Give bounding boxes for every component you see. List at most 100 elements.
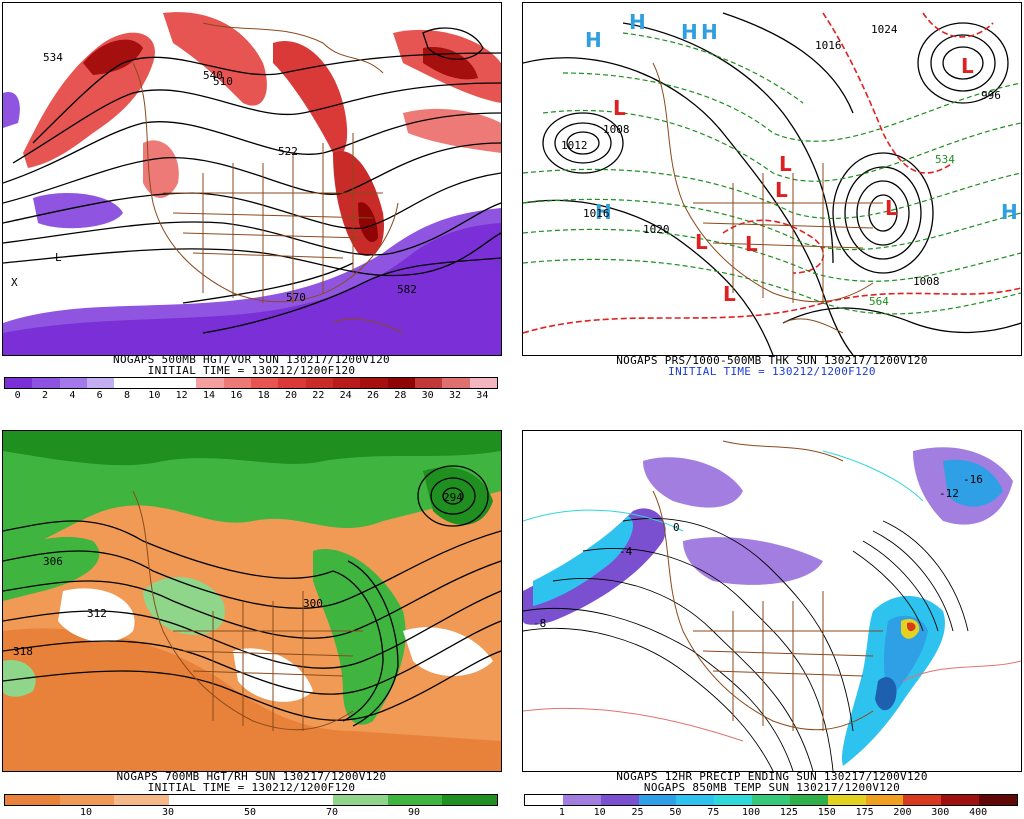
color-scale-label: 14	[202, 390, 216, 401]
color-scale-swatch	[979, 795, 1017, 805]
rh-field-svg: 318 312 306 300 294	[3, 431, 501, 771]
color-scale-label: 50	[669, 807, 682, 818]
color-scale-swatch	[752, 795, 790, 805]
color-scale-swatch	[305, 378, 333, 388]
light-precip-region	[943, 459, 1003, 507]
light-precip-region	[643, 457, 743, 508]
color-scale-swatch	[32, 378, 60, 388]
caption-line-1: NOGAPS 12HR PRECIP ENDING SUN 130217/120…	[616, 770, 928, 783]
high-pressure-marker: H	[629, 10, 646, 34]
contour-label: 1008	[603, 123, 630, 136]
color-scale-label: 75	[707, 807, 720, 818]
low-pressure-marker: L	[695, 230, 708, 254]
contour-label: -16	[963, 473, 983, 486]
high-pressure-marker: H	[595, 200, 612, 224]
color-scale-swatch	[59, 378, 87, 388]
geo-borders	[652, 440, 883, 731]
color-scale-label: 26	[366, 390, 380, 401]
panel-precip-850mb-temp: -8 -4 0 -12 -16 NOGAPS 12HR PRECIP ENDIN…	[520, 418, 1024, 819]
color-scale-swatch	[442, 795, 498, 805]
color-scale-swatch	[414, 378, 443, 388]
color-scale-swatch	[333, 795, 388, 805]
color-scale-swatch	[903, 795, 942, 805]
color-scale-swatch	[600, 795, 639, 805]
contour-label: 1020	[643, 223, 670, 236]
heavy-precip-region	[883, 615, 928, 696]
contour-label: 0	[673, 521, 680, 534]
contour-label: 534	[935, 153, 955, 166]
contour-label: 1016	[583, 207, 610, 220]
thickness-contours	[523, 32, 1021, 315]
color-scale-label: 6	[96, 390, 103, 401]
color-scale-swatch	[789, 795, 828, 805]
color-scale-swatch	[59, 795, 115, 805]
heavy-precip-region	[907, 622, 916, 632]
vorticity-field-svg: 534 540 510 522 582 570 L X	[3, 12, 501, 355]
color-scale-label: 22	[312, 390, 325, 401]
map-pressure-thickness: H H H H H H L L L L L L L L 1012 1020 10…	[522, 2, 1022, 356]
color-scale-swatch	[387, 378, 415, 388]
color-scale-label: 175	[855, 807, 874, 818]
x-marker: X	[11, 276, 18, 289]
color-scale-swatch	[865, 795, 904, 805]
freezing-line-contours	[523, 450, 924, 532]
map-700mb-rh: 318 312 306 300 294	[2, 430, 502, 772]
height-contours	[3, 27, 501, 334]
color-scale-swatch	[278, 795, 334, 805]
color-scale-label: 50	[243, 807, 257, 818]
color-scale-swatch	[250, 378, 279, 388]
caption-line-1: NOGAPS 500MB HGT/VOR SUN 130217/1200V120	[113, 353, 390, 366]
contour-label: 318	[13, 645, 33, 658]
caption-line-2: NOGAPS 850MB TEMP SUN 130217/1200V120	[643, 781, 901, 794]
contour-label: 312	[87, 607, 107, 620]
contour-label: 1012	[561, 139, 588, 152]
panel-700mb-rh: 318 312 306 300 294 NOGAPS 700MB HGT/RH …	[0, 418, 503, 819]
warm-temperature-contours	[523, 660, 1021, 742]
contour-label: 510	[213, 75, 233, 88]
neg-vorticity-region	[3, 92, 20, 128]
moist-region	[3, 431, 501, 466]
color-scale-swatch	[5, 378, 33, 388]
panel-500mb-vorticity: 534 540 510 522 582 570 L X NOGAPS 500MB…	[0, 0, 503, 404]
geo-borders	[132, 22, 404, 334]
high-pressure-marker: H	[701, 20, 718, 44]
contour-label: 1008	[913, 275, 940, 288]
color-scale-swatch	[168, 378, 197, 388]
contour-label-group: 1012 1020 1016 1008 996 1024 564 534 100…	[561, 23, 1001, 308]
contour-label-group: 534 540 510 522 582 570 L X	[11, 51, 417, 304]
color-scale-label: 2	[41, 390, 49, 401]
color-scale-label: 10	[593, 807, 606, 818]
color-scale-label: 10	[79, 807, 93, 818]
contour-label: 570	[286, 291, 306, 304]
pos-vorticity-region	[358, 202, 378, 243]
color-scale-swatch	[360, 378, 388, 388]
color-scale-label: 18	[257, 390, 270, 401]
contour-label-group: 318 312 306 300 294	[13, 491, 463, 658]
contour-label: -8	[533, 617, 546, 630]
color-scale-swatch	[332, 378, 361, 388]
color-scale-swatch	[196, 378, 224, 388]
color-scale-label: 400	[969, 807, 988, 818]
color-scale-label: 12	[175, 390, 188, 401]
map-500mb-vorticity: 534 540 510 522 582 570 L X	[2, 2, 502, 356]
neutral-region	[403, 627, 493, 676]
low-pressure-marker: L	[779, 152, 792, 176]
color-scale-label: 30	[161, 807, 175, 818]
neg-vorticity-region	[33, 193, 123, 229]
precip-color-scale	[524, 794, 1018, 806]
geo-borders	[652, 62, 883, 334]
color-scale-swatch	[223, 378, 251, 388]
color-scale-swatch	[525, 795, 563, 805]
heavy-precip-region	[875, 677, 897, 711]
color-scale-swatch	[86, 378, 115, 388]
contour-label: 582	[397, 283, 417, 296]
color-scale-label: 32	[448, 390, 462, 401]
color-scale-swatch	[714, 795, 753, 805]
low-pressure-marker: L	[885, 196, 898, 220]
precip-field-svg: -8 -4 0 -12 -16	[523, 431, 1021, 771]
low-pressure-marker: L	[745, 232, 758, 256]
caption-line-1: NOGAPS PRS/1000-500MB THK SUN 130217/120…	[616, 354, 928, 367]
pressure-field-svg: H H H H H H L L L L L L L L 1012 1020 10…	[523, 10, 1021, 355]
caption-line-2: INITIAL TIME = 130212/1200F120	[668, 365, 876, 378]
color-scale-label: 150	[817, 807, 836, 818]
